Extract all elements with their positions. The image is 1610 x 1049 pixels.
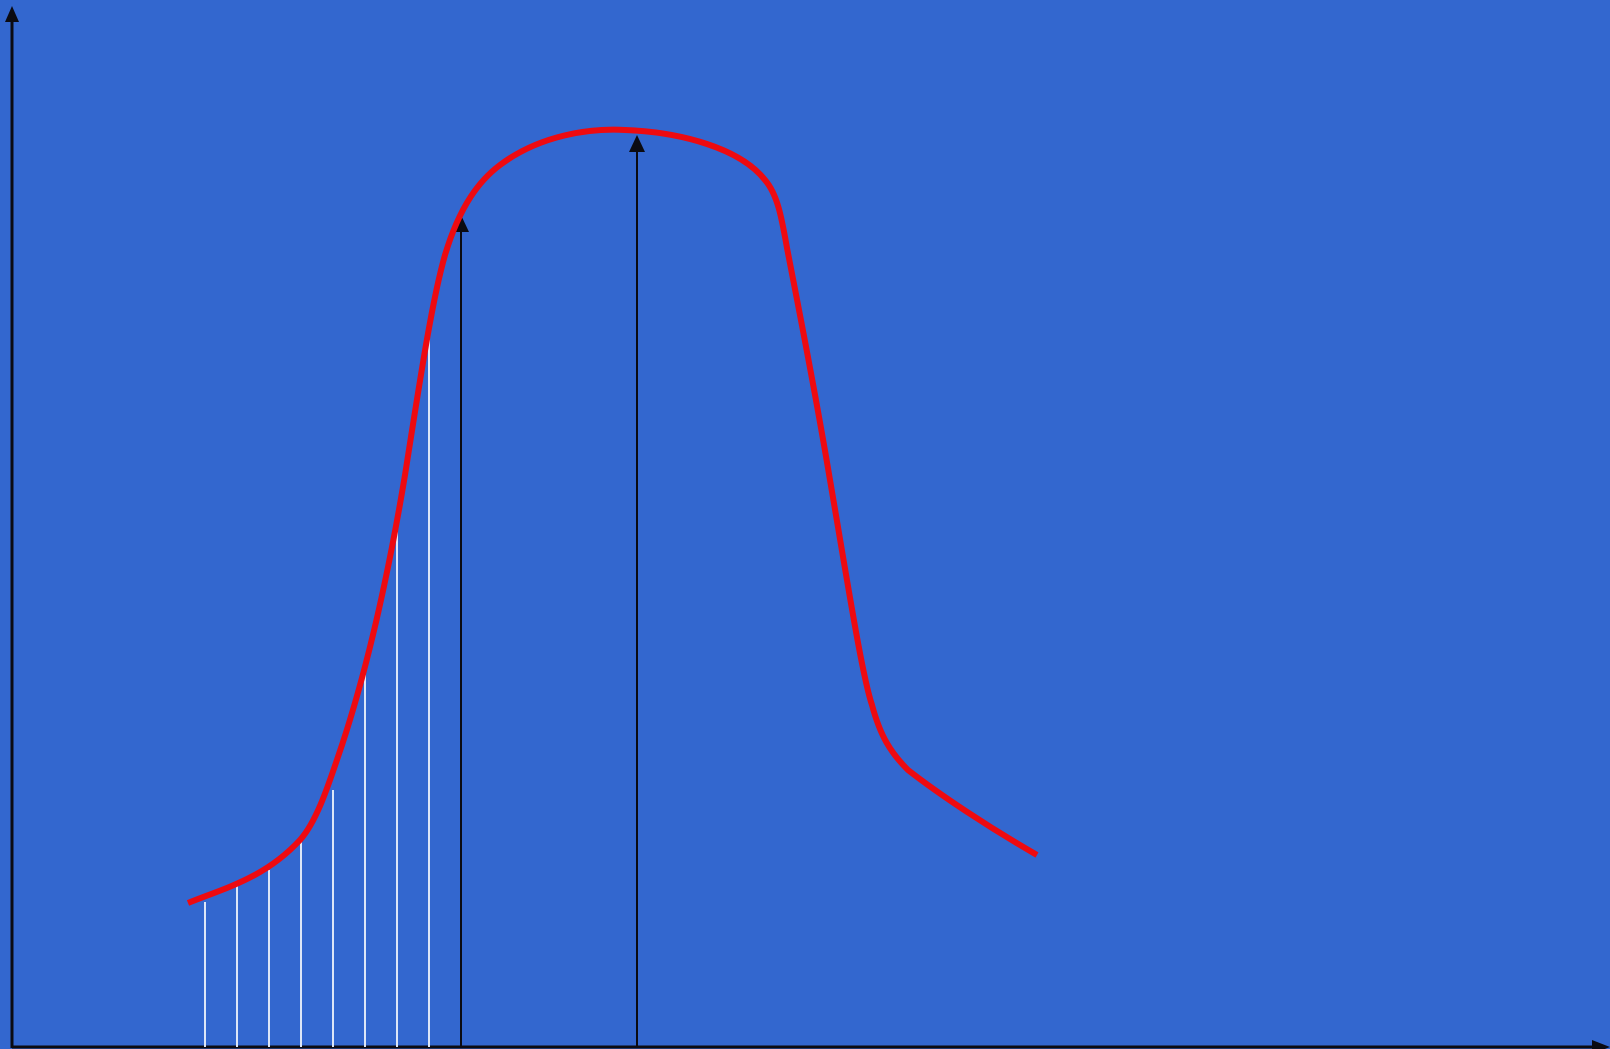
y-axis-arrowhead <box>5 6 19 22</box>
light-ordinates <box>204 326 430 1047</box>
x-axis-arrowhead <box>1592 1040 1610 1049</box>
arrow-ordinate-peak-arrowhead <box>629 135 645 152</box>
response-curve <box>186 126 1039 906</box>
